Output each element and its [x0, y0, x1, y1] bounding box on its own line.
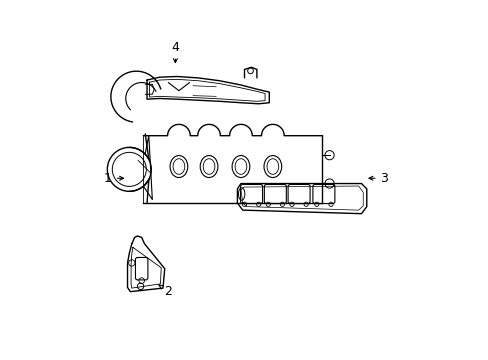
- Text: 1: 1: [104, 172, 123, 185]
- Text: 4: 4: [171, 41, 179, 63]
- Text: 2: 2: [159, 285, 172, 298]
- Text: 3: 3: [368, 172, 387, 185]
